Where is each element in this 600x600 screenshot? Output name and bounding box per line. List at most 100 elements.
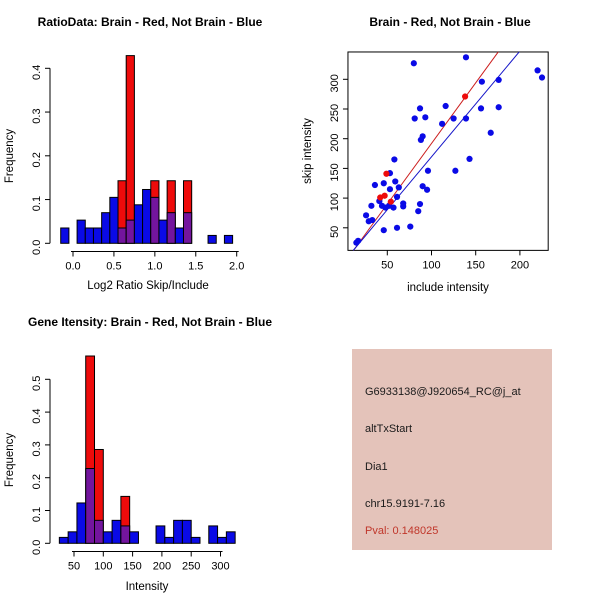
ratio-histogram-plot-area: 0.0 0.1 0.2 0.3 0.4 0.0 0.5 1.0 1.5 2.0 [31, 55, 244, 273]
scatter-title: Brain - Red, Not Brain - Blue [369, 15, 531, 29]
event-type-text: altTxStart [365, 423, 413, 435]
y-tick-label: 300 [329, 74, 341, 92]
scatter-point-notbrain [452, 167, 459, 174]
hist-bar-notbrain [225, 531, 236, 544]
scatter-point-notbrain [534, 67, 541, 74]
scatter-point-notbrain [466, 155, 473, 162]
scatter-point-notbrain [400, 200, 407, 207]
scatter-point-notbrain [393, 224, 401, 231]
hist-bar-notbrain [60, 227, 70, 244]
hist-bar-overlap [120, 525, 131, 544]
y-tick-label: 100 [329, 193, 341, 211]
ratio-histogram-x-axis-label: Log2 Ratio Skip/Include [87, 280, 208, 292]
y-tick-label: 0.3 [31, 441, 43, 456]
ratio-histogram-y-axis-label: Frequency [4, 129, 16, 184]
gene-histogram-title: Gene Itensity: Brain - Red, Not Brain - … [28, 315, 272, 329]
y-tick-label: 0.4 [31, 65, 43, 80]
probe-id-text: G6933138@J920654_RC@j_at [365, 386, 521, 398]
notbrain-regression-line [352, 51, 520, 251]
intensity-scatter-chart: Brain - Red, Not Brain - Blue skip inten… [302, 15, 549, 294]
hist-bar-overlap [182, 212, 193, 244]
y-tick-label: 0.1 [31, 507, 43, 522]
hist-bar-notbrain [174, 227, 184, 244]
hist-bar-notbrain [223, 234, 234, 244]
scatter-point-notbrain [392, 178, 399, 185]
scatter-point-notbrain [416, 200, 424, 208]
scatter-point-notbrain [477, 105, 485, 112]
chromosome-location-text: chr15.9191-7.16 [365, 498, 446, 510]
x-tick-label: 250 [182, 561, 200, 573]
hist-bar-notbrain [133, 204, 144, 244]
hist-bar-notbrain [190, 536, 201, 544]
hist-bar-notbrain [158, 219, 168, 244]
y-tick-label: 0.5 [31, 376, 43, 391]
hist-bar-overlap [150, 196, 160, 244]
scatter-point-notbrain [371, 181, 379, 189]
scatter-point-notbrain [495, 76, 502, 83]
gene-intensity-histogram-chart: Gene Itensity: Brain - Red, Not Brain - … [4, 315, 272, 593]
scatter-point-notbrain [419, 133, 426, 140]
hist-bar-notbrain [155, 525, 166, 544]
scatter-y-axis-label: skip intensity [302, 118, 314, 184]
scatter-point-notbrain [416, 105, 424, 112]
x-tick-label: 300 [211, 561, 229, 573]
scatter-point-notbrain [395, 184, 402, 191]
scatter-point-brain [461, 93, 469, 100]
hist-bar-notbrain [102, 531, 113, 544]
hist-bar-overlap [166, 212, 176, 244]
y-tick-label: 0.4 [31, 408, 43, 423]
scatter-point-notbrain [495, 104, 502, 111]
hist-bar-notbrain [207, 234, 217, 244]
hist-bar-overlap [94, 519, 104, 544]
scatter-point-notbrain [355, 237, 362, 244]
x-tick-label: 100 [422, 259, 440, 271]
hist-bar-notbrain [164, 536, 175, 544]
scatter-point-notbrain [442, 102, 449, 110]
hist-bar-notbrain [92, 227, 103, 244]
scatter-point-notbrain [423, 186, 431, 193]
y-tick-label: 200 [329, 134, 341, 152]
scatter-point-notbrain [369, 216, 376, 224]
x-tick-label: 50 [381, 259, 393, 271]
scatter-point-notbrain [439, 120, 446, 127]
hist-bar-notbrain [76, 502, 87, 544]
ratio-histogram-title: RatioData: Brain - Red, Not Brain - Blue [38, 15, 263, 29]
gene-histogram-plot-area: 0.0 0.1 0.2 0.3 0.4 0.5 50 100 150 200 250 300 [31, 355, 236, 573]
scatter-point-notbrain [362, 212, 370, 219]
scatter-point-notbrain [380, 227, 387, 234]
hist-bar-notbrain [208, 525, 219, 544]
hist-bar-notbrain [217, 536, 227, 544]
x-tick-label: 200 [511, 259, 529, 271]
y-tick-label: 0.2 [31, 474, 43, 489]
scatter-point-notbrain [424, 167, 432, 174]
scatter-point-notbrain [538, 74, 546, 81]
x-tick-label: 0.5 [106, 261, 121, 273]
scatter-point-notbrain [393, 193, 401, 201]
scatter-plot-area: 50 100 150 200 50 100 150 200 250 300 [329, 51, 549, 271]
scatter-point-notbrain [407, 223, 414, 230]
scatter-point-notbrain [422, 114, 429, 121]
hist-bar-notbrain [58, 536, 69, 544]
gene-name-text: Dia1 [365, 461, 388, 473]
x-tick-label: 0.0 [65, 261, 80, 273]
x-tick-label: 1.0 [147, 261, 162, 273]
hist-bar-overlap [117, 227, 127, 244]
hist-bar-brain [125, 55, 135, 244]
hist-bar-notbrain [181, 519, 192, 544]
plot-box [347, 51, 549, 251]
x-tick-label: 200 [153, 561, 171, 573]
scatter-point-notbrain [368, 202, 375, 209]
gene-info-panel: G6933138@J920654_RC@j_at altTxStart Dia1… [352, 349, 552, 550]
scatter-point-notbrain [391, 156, 398, 163]
scatter-point-notbrain [462, 54, 470, 61]
brain-regression-line [353, 51, 499, 251]
hist-bar-notbrain [84, 227, 94, 244]
ratio-histogram-chart: RatioData: Brain - Red, Not Brain - Blue… [4, 15, 263, 292]
scatter-point-notbrain [411, 115, 418, 122]
pval-text: Pval: 0.148025 [365, 525, 439, 537]
y-tick-label: 250 [329, 104, 341, 122]
x-tick-label: 2.0 [229, 261, 244, 273]
hist-bar-overlap [85, 468, 96, 544]
scatter-point-notbrain [450, 115, 457, 122]
